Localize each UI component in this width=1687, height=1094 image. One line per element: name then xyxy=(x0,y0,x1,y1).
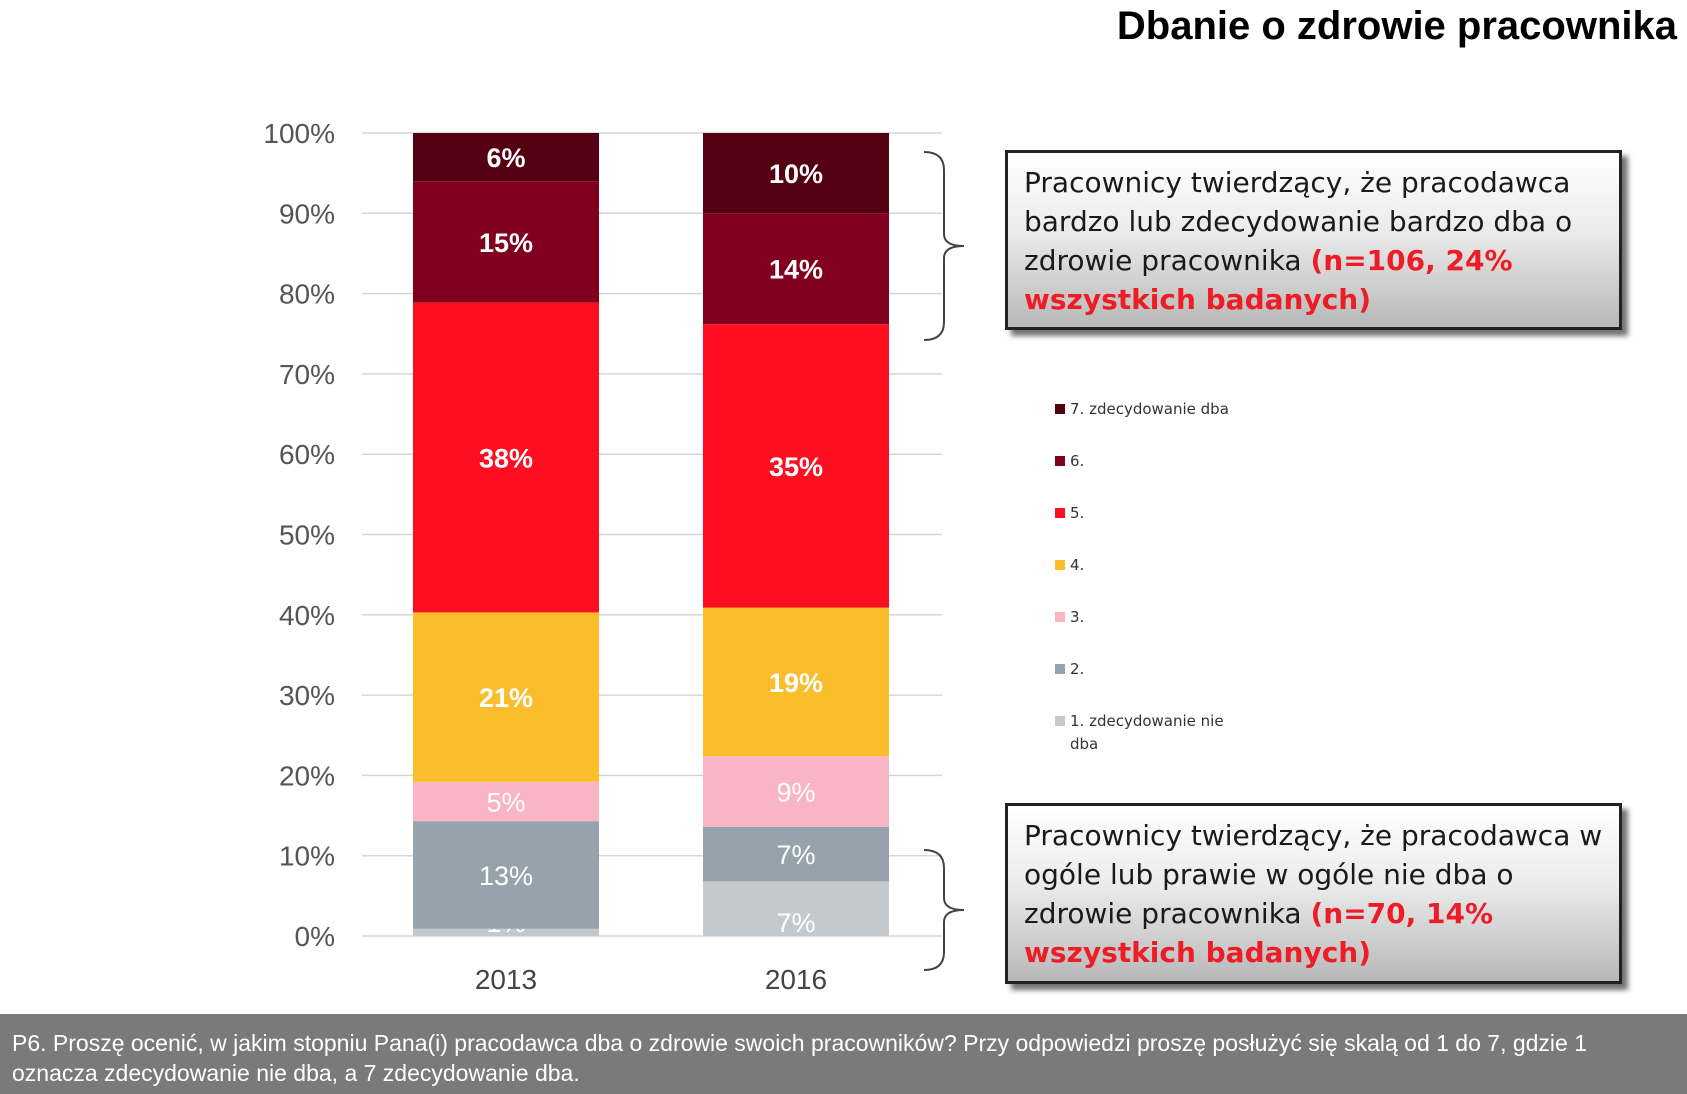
callout-top-text: Pracownicy twierdzący, że pracodawca bar… xyxy=(1024,166,1573,277)
y-tick-label: 60% xyxy=(279,439,335,470)
legend-swatch xyxy=(1055,508,1065,518)
legend-label: 1. zdecydowanie nie dba xyxy=(1070,712,1224,753)
bar-data-label: 5% xyxy=(486,787,525,817)
y-tick-label: 40% xyxy=(279,600,335,631)
y-tick-label: 90% xyxy=(279,198,335,229)
bar-data-label: 35% xyxy=(769,452,823,482)
bar-segment xyxy=(703,133,889,214)
bar-segment xyxy=(703,881,889,936)
y-tick-label: 20% xyxy=(279,760,335,791)
bar-data-label: 10% xyxy=(769,159,823,189)
x-tick-label: 2016 xyxy=(765,964,827,995)
bar-segment xyxy=(703,324,889,608)
bar-data-label: 19% xyxy=(769,668,823,698)
bar-data-label: 9% xyxy=(776,777,815,807)
stacked-bar-chart: 0%10%20%30%40%50%60%70%80%90%100%1%13%5%… xyxy=(263,118,965,995)
bar-data-label: 6% xyxy=(486,143,525,173)
y-tick-label: 70% xyxy=(279,359,335,390)
brace-bottom xyxy=(923,849,965,971)
bar-data-label: 13% xyxy=(479,861,533,891)
bar-data-label: 7% xyxy=(776,840,815,870)
bar-segment xyxy=(703,213,889,325)
bar-segment xyxy=(413,133,599,182)
y-tick-label: 80% xyxy=(279,279,335,310)
bar-data-label: 21% xyxy=(479,683,533,713)
bar-segment xyxy=(413,928,599,936)
callout-top-highlight: (n=106, 24% wszystkich badanych) xyxy=(1024,244,1513,316)
legend-swatch xyxy=(1055,456,1065,466)
bar-segment xyxy=(413,302,599,613)
y-tick-label: 30% xyxy=(279,680,335,711)
footer-question: P6. Proszę ocenić, w jakim stopniu Pana(… xyxy=(0,1014,1687,1094)
legend-label: 7. zdecydowanie dba xyxy=(1070,400,1229,418)
legend-swatch xyxy=(1055,716,1065,726)
bar-segment xyxy=(703,826,889,882)
callout-bottom: Pracownicy twierdzący, że pracodawca w o… xyxy=(1005,803,1622,984)
x-tick-label: 2013 xyxy=(475,964,537,995)
legend-swatch xyxy=(1055,612,1065,622)
y-tick-label: 100% xyxy=(263,118,335,149)
legend-label: 3. xyxy=(1070,608,1085,626)
bar-data-label: 38% xyxy=(479,443,533,473)
bar-segment xyxy=(413,821,599,929)
page-title: Dbanie o zdrowie pracownika xyxy=(1116,4,1677,48)
bar-data-label: 15% xyxy=(479,228,533,258)
legend-swatch xyxy=(1055,664,1065,674)
bar-segment xyxy=(413,181,599,303)
legend-swatch xyxy=(1055,560,1065,570)
y-tick-label: 0% xyxy=(295,921,335,952)
legend-swatch xyxy=(1055,404,1065,414)
y-tick-label: 50% xyxy=(279,520,335,551)
callout-bottom-highlight: (n=70, 14% wszystkich badanych) xyxy=(1024,897,1494,969)
legend-label: 5. xyxy=(1070,504,1085,522)
y-tick-label: 10% xyxy=(279,841,335,872)
bar-segment xyxy=(703,607,889,757)
legend-label: 4. xyxy=(1070,556,1085,574)
bar-segment xyxy=(413,612,599,782)
legend-label: 6. xyxy=(1070,452,1085,470)
bar-segment xyxy=(413,781,599,822)
brace-top xyxy=(923,151,965,341)
callout-bottom-text: Pracownicy twierdzący, że pracodawca w o… xyxy=(1024,819,1603,930)
bar-data-label: 7% xyxy=(776,908,815,938)
callout-top: Pracownicy twierdzący, że pracodawca bar… xyxy=(1005,150,1622,330)
legend-label: 2. xyxy=(1070,660,1085,678)
bar-data-label: 14% xyxy=(769,255,823,285)
bar-segment xyxy=(703,756,889,827)
